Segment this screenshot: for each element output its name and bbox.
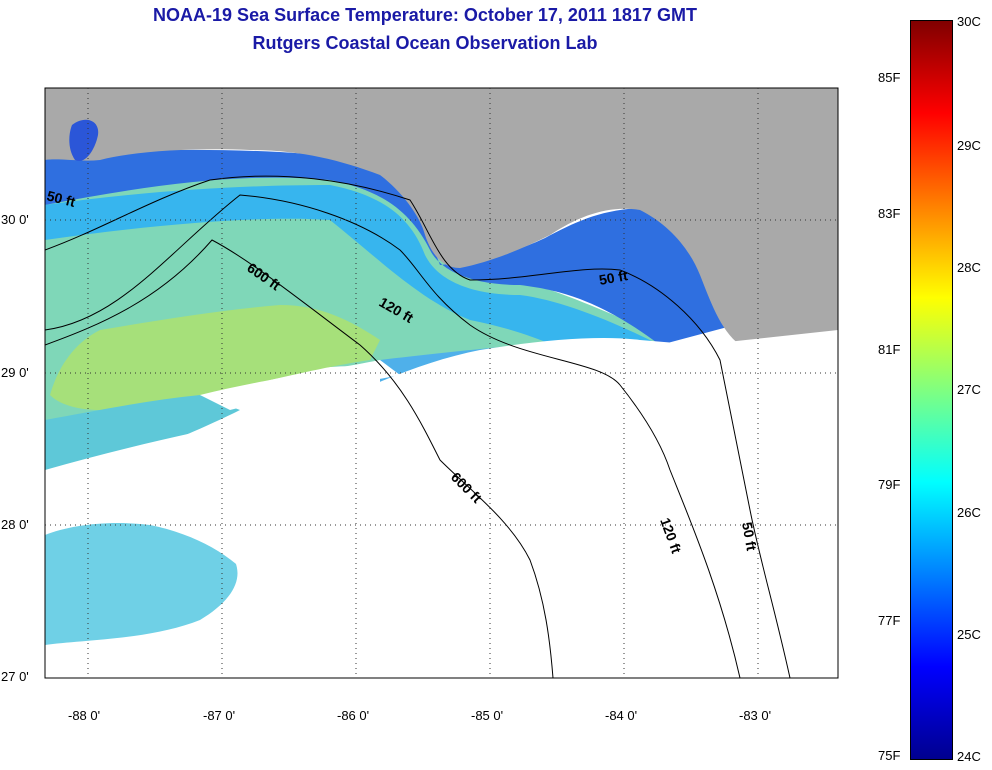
colorbar-f-label: 77F <box>878 613 901 628</box>
lat-label: 30 0' <box>1 212 29 227</box>
mobile-bay <box>69 119 99 161</box>
map-frame <box>44 87 839 679</box>
colorbar-c-label: 24C <box>957 749 981 764</box>
lat-label: 28 0' <box>1 517 29 532</box>
lon-label: -83 0' <box>739 708 772 723</box>
lon-label: -85 0' <box>471 708 504 723</box>
colorbar-c-label: 29C <box>957 138 981 153</box>
lat-label: 29 0' <box>1 365 29 380</box>
colorbar-c-label: 28C <box>957 260 981 275</box>
contour-label: 50 ft <box>598 267 629 288</box>
colorbar-c-label: 30C <box>957 14 981 29</box>
colorbar-f-label: 79F <box>878 477 901 492</box>
lat-label: 27 0' <box>1 669 29 684</box>
sst-blue-nearshore <box>45 149 735 345</box>
lon-label: -84 0' <box>605 708 638 723</box>
sst-light-blue-shelf <box>45 185 660 370</box>
contour-600ft <box>45 239 554 678</box>
lon-label: -87 0' <box>203 708 236 723</box>
colorbar-f-label: 75F <box>878 748 901 763</box>
lon-label: -88 0' <box>68 708 101 723</box>
map-subtitle: Rutgers Coastal Ocean Observation Lab <box>252 33 598 53</box>
colorbar-c-label: 27C <box>957 382 981 397</box>
contour-50ft <box>45 175 791 678</box>
lon-label: -86 0' <box>337 708 370 723</box>
contour-label: 50 ft <box>739 521 760 552</box>
colorbar-f-label: 85F <box>878 70 901 85</box>
colorbar-c-label: 26C <box>957 505 981 520</box>
temperature-colorbar <box>910 20 953 760</box>
contour-label: 50 ft <box>45 187 77 210</box>
colorbar-f-label: 83F <box>878 206 901 221</box>
cloud-band <box>45 330 838 678</box>
colorbar-f-label: 81F <box>878 342 901 357</box>
sst-green-offshore <box>50 305 380 411</box>
colorbar-c-label: 25C <box>957 627 981 642</box>
graticule <box>45 88 838 678</box>
map-title: NOAA-19 Sea Surface Temperature: October… <box>153 5 697 25</box>
contour-120ft <box>45 194 741 678</box>
land-mass <box>45 88 838 678</box>
